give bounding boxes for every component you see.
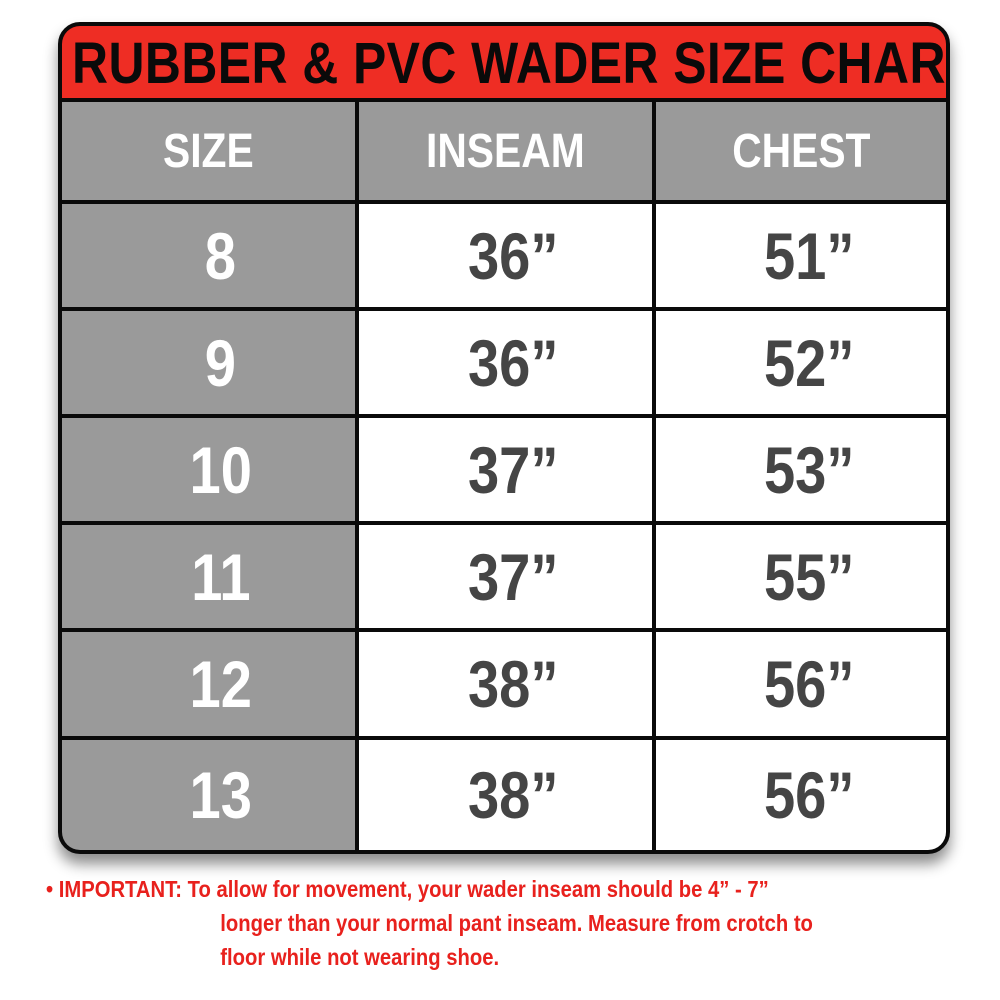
table-cell-inseam: 36” — [359, 311, 652, 414]
table-cell-chest: 52” — [656, 311, 946, 414]
note-line-3: floor while not wearing shoe. — [220, 944, 500, 970]
table-cell-size: 9 — [62, 311, 355, 414]
table-cell-size: 10 — [62, 418, 355, 521]
column-header-label: CHEST — [731, 124, 871, 178]
cell-value: 10 — [189, 432, 252, 507]
column-header-size: SIZE — [62, 102, 355, 200]
table-cell-inseam: 37” — [359, 418, 652, 521]
cell-value: 37” — [468, 432, 559, 507]
table-cell-inseam: 36” — [359, 204, 652, 307]
table-cell-chest: 56” — [656, 632, 946, 736]
cell-value: 8 — [204, 218, 237, 293]
important-note: • IMPORTANT: To allow for movement, your… — [46, 872, 918, 974]
cell-value: 9 — [204, 325, 237, 400]
cell-value: 56” — [763, 758, 855, 832]
table-cell-chest: 56” — [656, 740, 946, 850]
table-cell-inseam: 37” — [359, 525, 652, 628]
cell-value: 37” — [468, 539, 559, 614]
note-label: IMPORTANT: — [58, 876, 183, 902]
column-header-chest: CHEST — [656, 102, 946, 200]
table-cell-size: 11 — [62, 525, 355, 628]
cell-value: 12 — [189, 647, 252, 721]
cell-value: 11 — [190, 539, 251, 614]
chart-title-bar: RUBBER & PVC WADER SIZE CHART — [62, 26, 946, 102]
table-cell-inseam: 38” — [359, 632, 652, 736]
table-cell-size: 12 — [62, 632, 355, 736]
table-cell-chest: 55” — [656, 525, 946, 628]
table-cell-chest: 51” — [656, 204, 946, 307]
table-cell-chest: 53” — [656, 418, 946, 521]
table-cell-size: 8 — [62, 204, 355, 307]
cell-value: 38” — [468, 647, 559, 721]
cell-value: 13 — [189, 758, 252, 832]
table-cell-inseam: 38” — [359, 740, 652, 850]
column-header-label: SIZE — [163, 124, 254, 178]
cell-value: 51” — [763, 218, 855, 293]
size-chart-table: RUBBER & PVC WADER SIZE CHART SIZE INSEAM… — [58, 22, 950, 854]
cell-value: 55” — [763, 539, 855, 614]
note-line-2: longer than your normal pant inseam. Mea… — [220, 910, 813, 936]
cell-value: 36” — [468, 218, 559, 293]
cell-value: 53” — [763, 432, 855, 507]
cell-value: 36” — [468, 325, 559, 400]
note-line-1: To allow for movement, your wader inseam… — [187, 876, 769, 902]
cell-value: 52” — [763, 325, 855, 400]
cell-value: 38” — [468, 758, 559, 832]
column-header-label: INSEAM — [426, 124, 585, 178]
cell-value: 56” — [763, 647, 855, 721]
table-cell-size: 13 — [62, 740, 355, 850]
chart-title: RUBBER & PVC WADER SIZE CHART — [72, 31, 950, 96]
column-header-inseam: INSEAM — [359, 102, 652, 200]
bullet: • — [46, 876, 54, 902]
